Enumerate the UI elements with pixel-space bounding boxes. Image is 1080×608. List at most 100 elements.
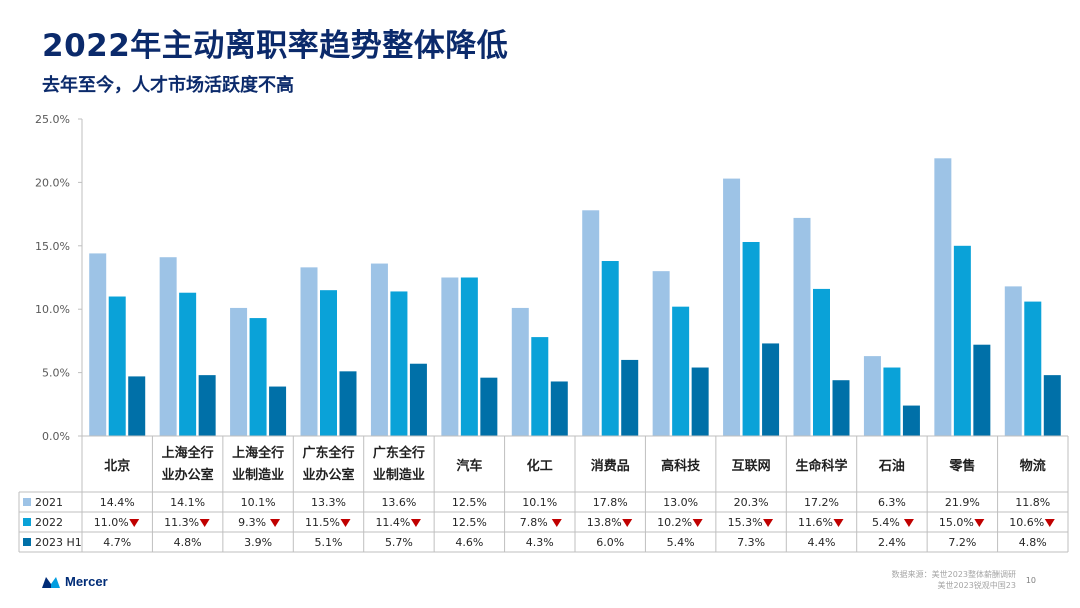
bar: [934, 158, 952, 437]
mercer-logo-icon: [42, 576, 60, 588]
source-line-1: 数据来源：美世2023整体薪酬调研: [891, 570, 1016, 579]
bar: [409, 363, 427, 436]
bar: [441, 277, 459, 436]
data-label: 4.7%: [103, 536, 131, 549]
bar: [793, 217, 811, 436]
category-label: 高科技: [661, 458, 701, 474]
bar: [902, 405, 920, 436]
category-label: 业制造业: [232, 467, 284, 483]
bar: [691, 367, 709, 436]
decrease-marker: [974, 519, 985, 527]
category-label: 化工: [527, 458, 553, 474]
bar: [230, 307, 248, 436]
data-label: 7.8%: [520, 516, 548, 529]
legend-swatch: [23, 498, 31, 506]
data-label: 14.4%: [100, 496, 135, 509]
data-label: 7.3%: [737, 536, 765, 549]
legend-swatch: [23, 518, 31, 526]
bar: [762, 343, 780, 436]
bar: [813, 288, 830, 436]
mercer-logo: Mercer: [42, 574, 108, 589]
y-tick-label: 15.0%: [35, 240, 70, 253]
decrease-marker: [692, 519, 703, 527]
category-label: 石油: [878, 458, 905, 474]
category-label: 业办公室: [162, 467, 214, 483]
bar: [1043, 375, 1061, 436]
decrease-marker: [763, 519, 774, 527]
bar: [179, 292, 197, 436]
decrease-marker: [1044, 519, 1055, 527]
decrease-marker: [129, 519, 140, 527]
data-label: 13.3%: [311, 496, 346, 509]
data-label: 10.1%: [241, 496, 276, 509]
data-label: 4.8%: [1019, 536, 1047, 549]
data-label: 11.6%: [798, 516, 833, 529]
legend-swatch: [23, 538, 31, 546]
data-label: 17.2%: [804, 496, 839, 509]
data-label: 4.3%: [526, 536, 554, 549]
data-label: 12.5%: [452, 516, 487, 529]
bar: [832, 380, 850, 436]
category-label: 互联网: [732, 459, 771, 474]
bar: [1024, 301, 1042, 436]
bar: [89, 253, 107, 436]
category-label: 物流: [1020, 458, 1046, 474]
decrease-marker: [903, 519, 914, 527]
decrease-marker: [199, 519, 210, 527]
data-label: 15.0%: [939, 516, 974, 529]
decrease-marker: [270, 519, 281, 527]
data-label: 5.4%: [667, 536, 695, 549]
bar: [621, 359, 639, 436]
data-label: 11.3%: [164, 516, 199, 529]
category-label: 消费品: [591, 458, 630, 474]
data-label: 3.9%: [244, 536, 272, 549]
data-label: 12.5%: [452, 496, 487, 509]
data-label: 17.8%: [593, 496, 628, 509]
y-tick-label: 20.0%: [35, 176, 70, 189]
decrease-marker: [410, 519, 421, 527]
decrease-marker: [622, 519, 633, 527]
bar: [601, 261, 619, 436]
bar: [742, 241, 760, 436]
bar: [370, 263, 388, 436]
bar: [460, 277, 478, 436]
y-tick-label: 25.0%: [35, 113, 70, 126]
bar: [269, 386, 287, 436]
data-source-note: 数据来源：美世2023整体薪酬调研 美世2023锐观中国23: [892, 569, 1016, 591]
data-label: 15.3%: [728, 516, 763, 529]
data-label: 9.3%: [238, 516, 266, 529]
data-label: 7.2%: [948, 536, 976, 549]
category-label: 广东全行: [302, 445, 354, 461]
data-label: 13.0%: [663, 496, 698, 509]
bar: [108, 296, 126, 436]
bar: [511, 307, 529, 436]
bar: [883, 367, 901, 436]
data-label: 10.1%: [522, 496, 557, 509]
bar: [652, 271, 670, 436]
data-label: 4.4%: [808, 536, 836, 549]
bar: [320, 290, 337, 436]
bar: [953, 245, 971, 436]
decrease-marker: [551, 519, 562, 527]
data-label: 2.4%: [878, 536, 906, 549]
bar: [863, 356, 881, 436]
category-label: 业办公室: [302, 467, 354, 483]
bar: [159, 257, 177, 436]
bar: [531, 337, 549, 436]
bar: [198, 375, 216, 436]
legend-label: 2021: [35, 496, 63, 509]
y-tick-label: 0.0%: [42, 430, 70, 443]
page-number: 10: [1025, 576, 1036, 585]
data-label: 13.8%: [587, 516, 622, 529]
y-tick-label: 5.0%: [42, 367, 70, 380]
category-label: 上海全行: [162, 445, 214, 461]
bar: [582, 210, 600, 436]
decrease-marker: [340, 519, 351, 527]
bar: [1004, 286, 1022, 436]
bar: [300, 267, 318, 436]
data-label: 10.2%: [657, 516, 692, 529]
data-label: 4.6%: [455, 536, 483, 549]
data-label: 11.8%: [1015, 496, 1050, 509]
data-label: 5.1%: [315, 536, 343, 549]
